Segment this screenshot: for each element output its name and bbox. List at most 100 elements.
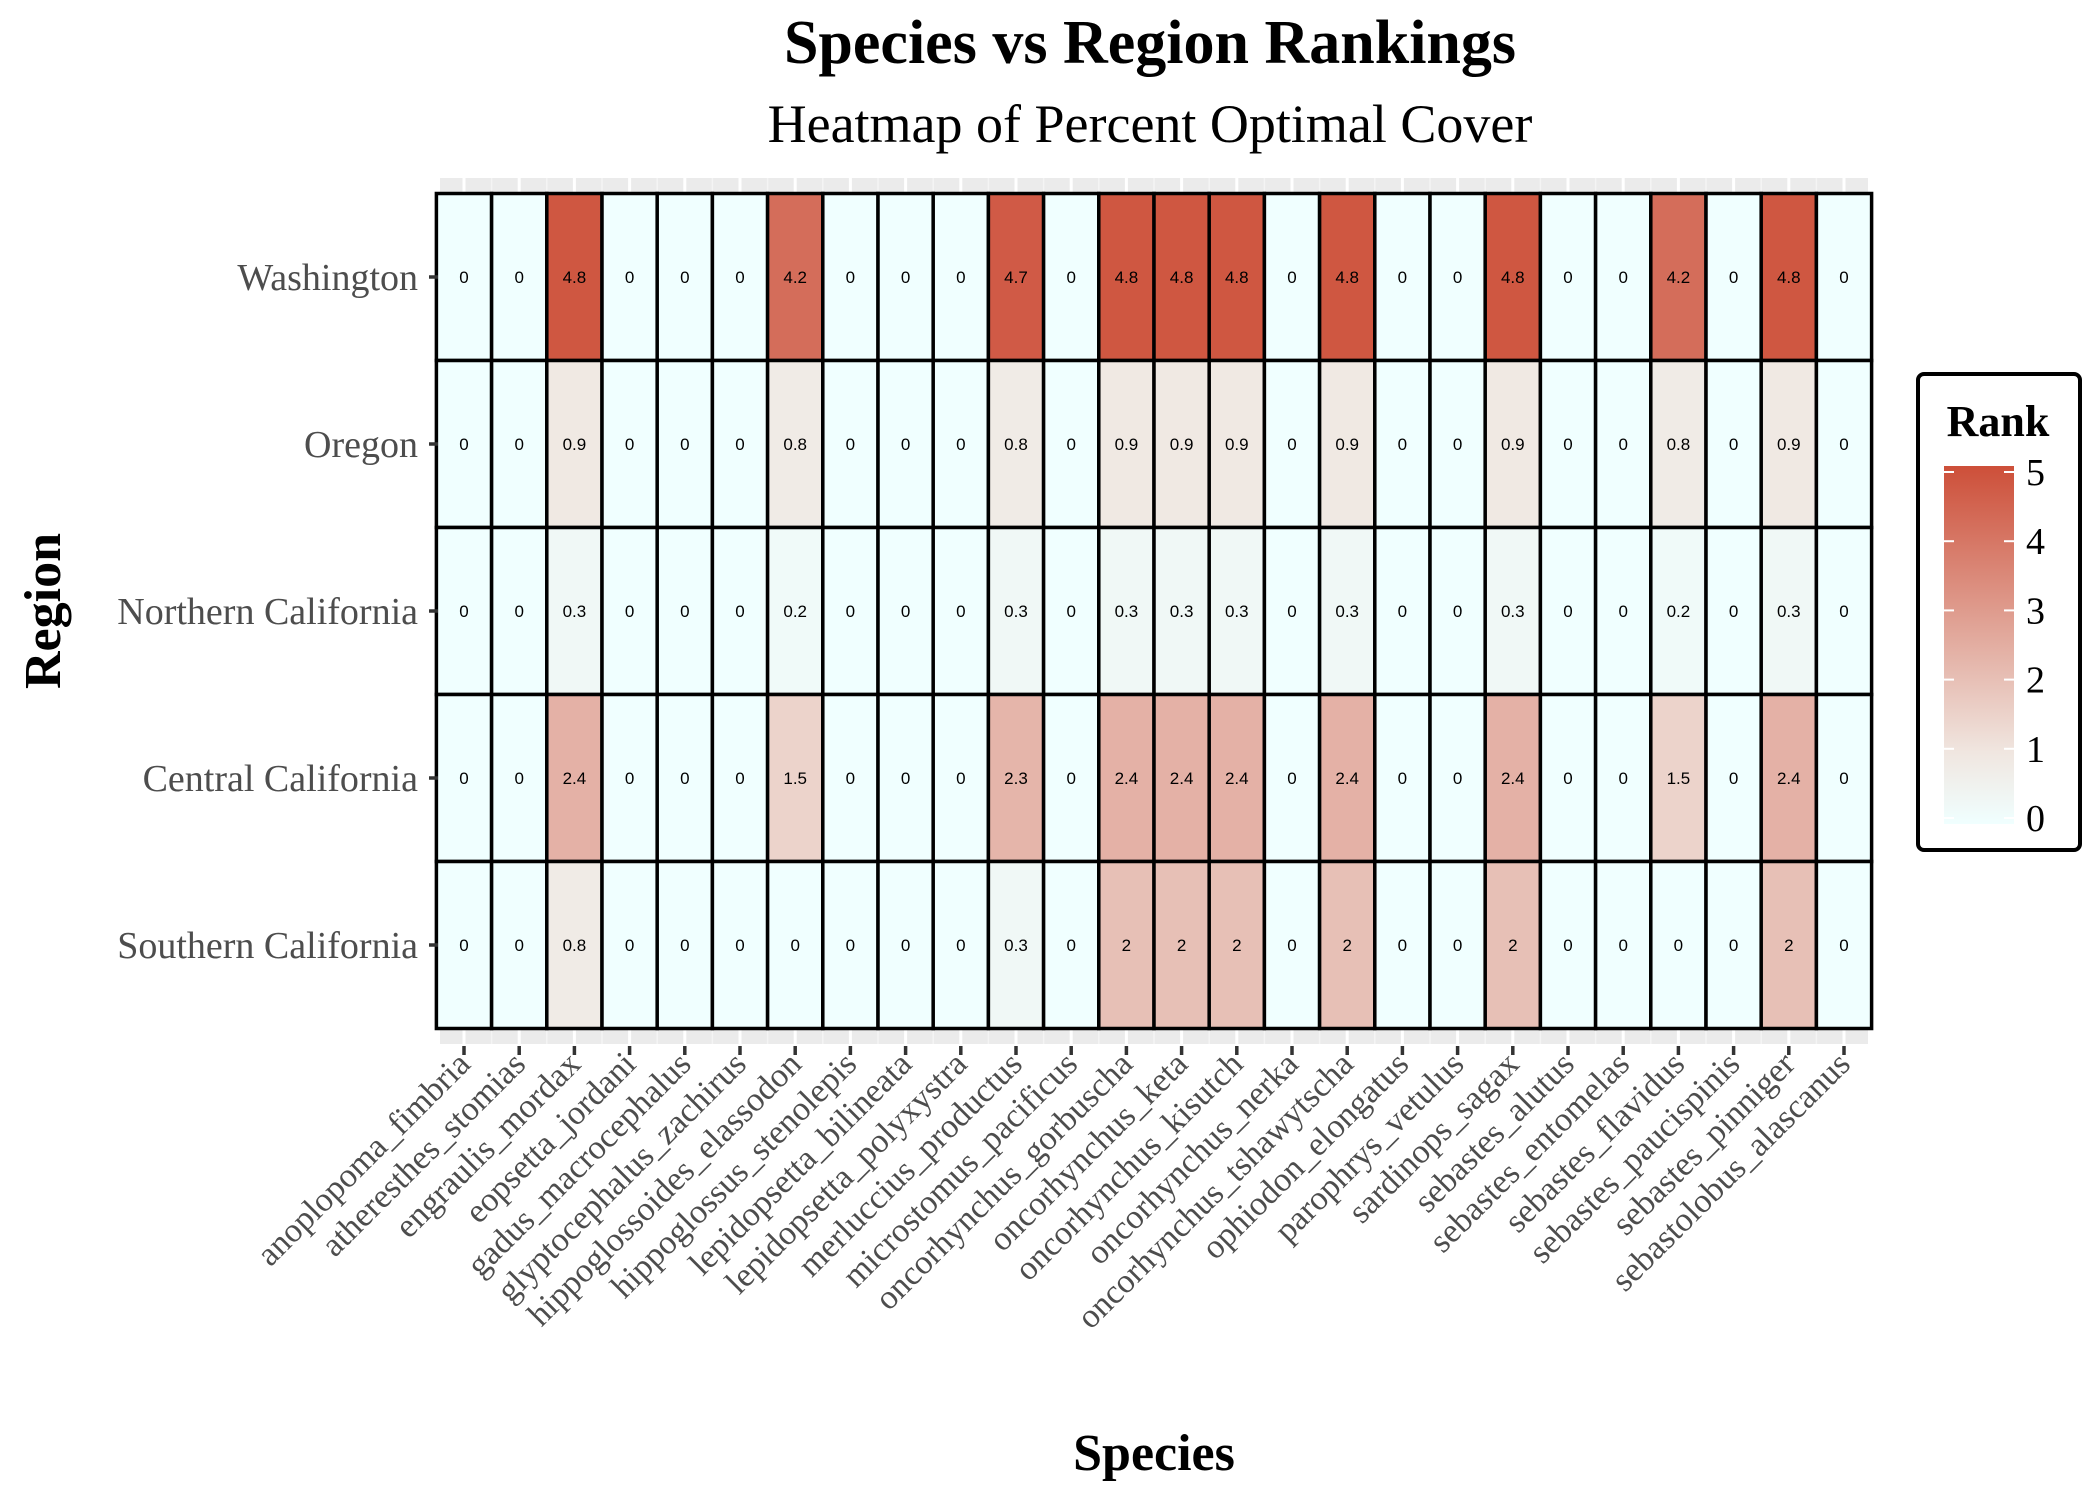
cell-value-label: 4.8: [1335, 268, 1359, 287]
heatmap-cell: [1373, 525, 1432, 697]
heatmap-cell: [1317, 692, 1377, 864]
cell-value-label: 2.4: [563, 769, 587, 788]
heatmap-cell: [1593, 859, 1653, 1031]
cell-value-label: 0.3: [1004, 602, 1028, 621]
cell-value-label: 2.4: [1777, 769, 1801, 788]
heatmap-cell: [986, 191, 1046, 363]
cell-value-label: 0: [1066, 936, 1075, 955]
heatmap-cell: [655, 191, 715, 363]
heatmap-cell: [1041, 859, 1101, 1031]
cell-value-label: 0.8: [783, 435, 807, 454]
cell-value-label: 0: [1287, 268, 1296, 287]
heatmap-cell: [1649, 358, 1708, 530]
chart-subtitle: Heatmap of Percent Optimal Cover: [768, 94, 1533, 154]
cell-value-label: 0.9: [1501, 435, 1525, 454]
cell-value-label: 0: [1453, 936, 1462, 955]
cell-value-label: 0.3: [1115, 602, 1139, 621]
heatmap-cell: [1373, 859, 1432, 1031]
cell-value-label: 2.4: [1335, 769, 1359, 788]
cell-value-label: 0: [956, 435, 965, 454]
cell-value-label: 0: [956, 769, 965, 788]
legend-tick-label: 5: [2026, 452, 2045, 494]
cell-value-label: 0: [735, 602, 744, 621]
cell-value-label: 2: [1177, 936, 1186, 955]
cell-value-label: 2.4: [1170, 769, 1194, 788]
cell-value-label: 0.3: [1004, 936, 1028, 955]
cell-value-label: 0.3: [1170, 602, 1194, 621]
cell-value-label: 1.5: [1667, 769, 1691, 788]
legend-ticks: 0 1 2 3 4 5: [1944, 452, 2045, 840]
cell-value-label: 4.2: [783, 268, 807, 287]
cell-value-label: 0: [1453, 769, 1462, 788]
cell-value-label: 0: [459, 769, 468, 788]
cell-value-label: 0: [846, 435, 855, 454]
y-tick-label: Southern California: [117, 925, 418, 967]
cell-value-label: 2: [1784, 936, 1793, 955]
cell-value-label: 0: [735, 769, 744, 788]
heatmap-cell: [1041, 191, 1101, 363]
cell-value-label: 0: [901, 936, 910, 955]
cell-value-label: 2: [1508, 936, 1517, 955]
cell-value-label: 0: [1839, 602, 1848, 621]
cell-value-label: 0: [680, 435, 689, 454]
chart-title: Species vs Region Rankings: [784, 9, 1516, 77]
heatmap-cell: [1538, 358, 1598, 530]
heatmap-cell: [1097, 859, 1156, 1031]
cell-value-label: 0: [1618, 769, 1627, 788]
heatmap-cell: [876, 859, 935, 1031]
legend-color-bar: [1944, 466, 2014, 824]
heatmap-cell: [1649, 692, 1708, 864]
heatmap-cell: [1814, 358, 1874, 530]
cell-value-label: 0: [514, 435, 523, 454]
heatmap-cell: [1207, 692, 1267, 864]
cell-value-label: 0: [1066, 602, 1075, 621]
cell-value-label: 0.3: [1335, 602, 1359, 621]
heatmap-cell: [931, 358, 991, 530]
legend-tick-label: 4: [2026, 521, 2045, 563]
cell-value-label: 2.4: [1115, 769, 1139, 788]
cell-value-label: 4.8: [1115, 268, 1139, 287]
heatmap-cell: [1649, 191, 1708, 363]
cell-value-label: 0.2: [1667, 602, 1691, 621]
legend: Rank 0 1 2 3 4 5: [1916, 372, 2082, 852]
cell-value-label: 0: [1453, 435, 1462, 454]
cell-value-label: 0: [1398, 936, 1407, 955]
heatmap-cell: [821, 859, 880, 1031]
cell-value-label: 0: [956, 268, 965, 287]
cell-value-label: 0: [790, 936, 799, 955]
cell-value-label: 0: [1398, 435, 1407, 454]
cell-value-label: 0: [680, 936, 689, 955]
cell-value-label: 0: [1563, 602, 1572, 621]
heatmap-cell: [876, 191, 935, 363]
heatmap-cell: [600, 859, 659, 1031]
heatmap-cell: [1814, 859, 1874, 1031]
cell-value-label: 0: [735, 936, 744, 955]
cell-value-label: 0: [625, 435, 634, 454]
cell-value-label: 0.9: [563, 435, 587, 454]
heatmap-cell: [1317, 859, 1377, 1031]
heatmap-cell: [1041, 692, 1101, 864]
cell-value-label: 0: [1729, 602, 1738, 621]
heatmap-cell: [545, 859, 604, 1031]
heatmap-cell: [1428, 358, 1487, 530]
cell-value-label: 4.7: [1004, 268, 1028, 287]
legend-tick-label: 2: [2026, 660, 2045, 702]
cell-value-label: 0.9: [1777, 435, 1801, 454]
cell-value-label: 0: [1729, 268, 1738, 287]
heatmap-cell: [1373, 191, 1432, 363]
cell-value-label: 2.4: [1501, 769, 1525, 788]
cell-value-label: 2.4: [1225, 769, 1249, 788]
heatmap-cell: [1593, 358, 1653, 530]
cell-value-label: 0.8: [563, 936, 587, 955]
cell-value-label: 0: [1563, 268, 1572, 287]
cell-value-label: 0.3: [1225, 602, 1249, 621]
heatmap-cell: [1704, 191, 1763, 363]
cell-value-label: 0: [1839, 936, 1848, 955]
cell-value-label: 0: [1453, 602, 1462, 621]
heatmap-cell: [931, 191, 991, 363]
heatmap-cell: [600, 525, 659, 697]
cell-value-label: 0.3: [563, 602, 587, 621]
cell-value-label: 0: [1287, 435, 1296, 454]
cell-value-label: 0: [459, 936, 468, 955]
cell-value-label: 0.8: [1004, 435, 1028, 454]
